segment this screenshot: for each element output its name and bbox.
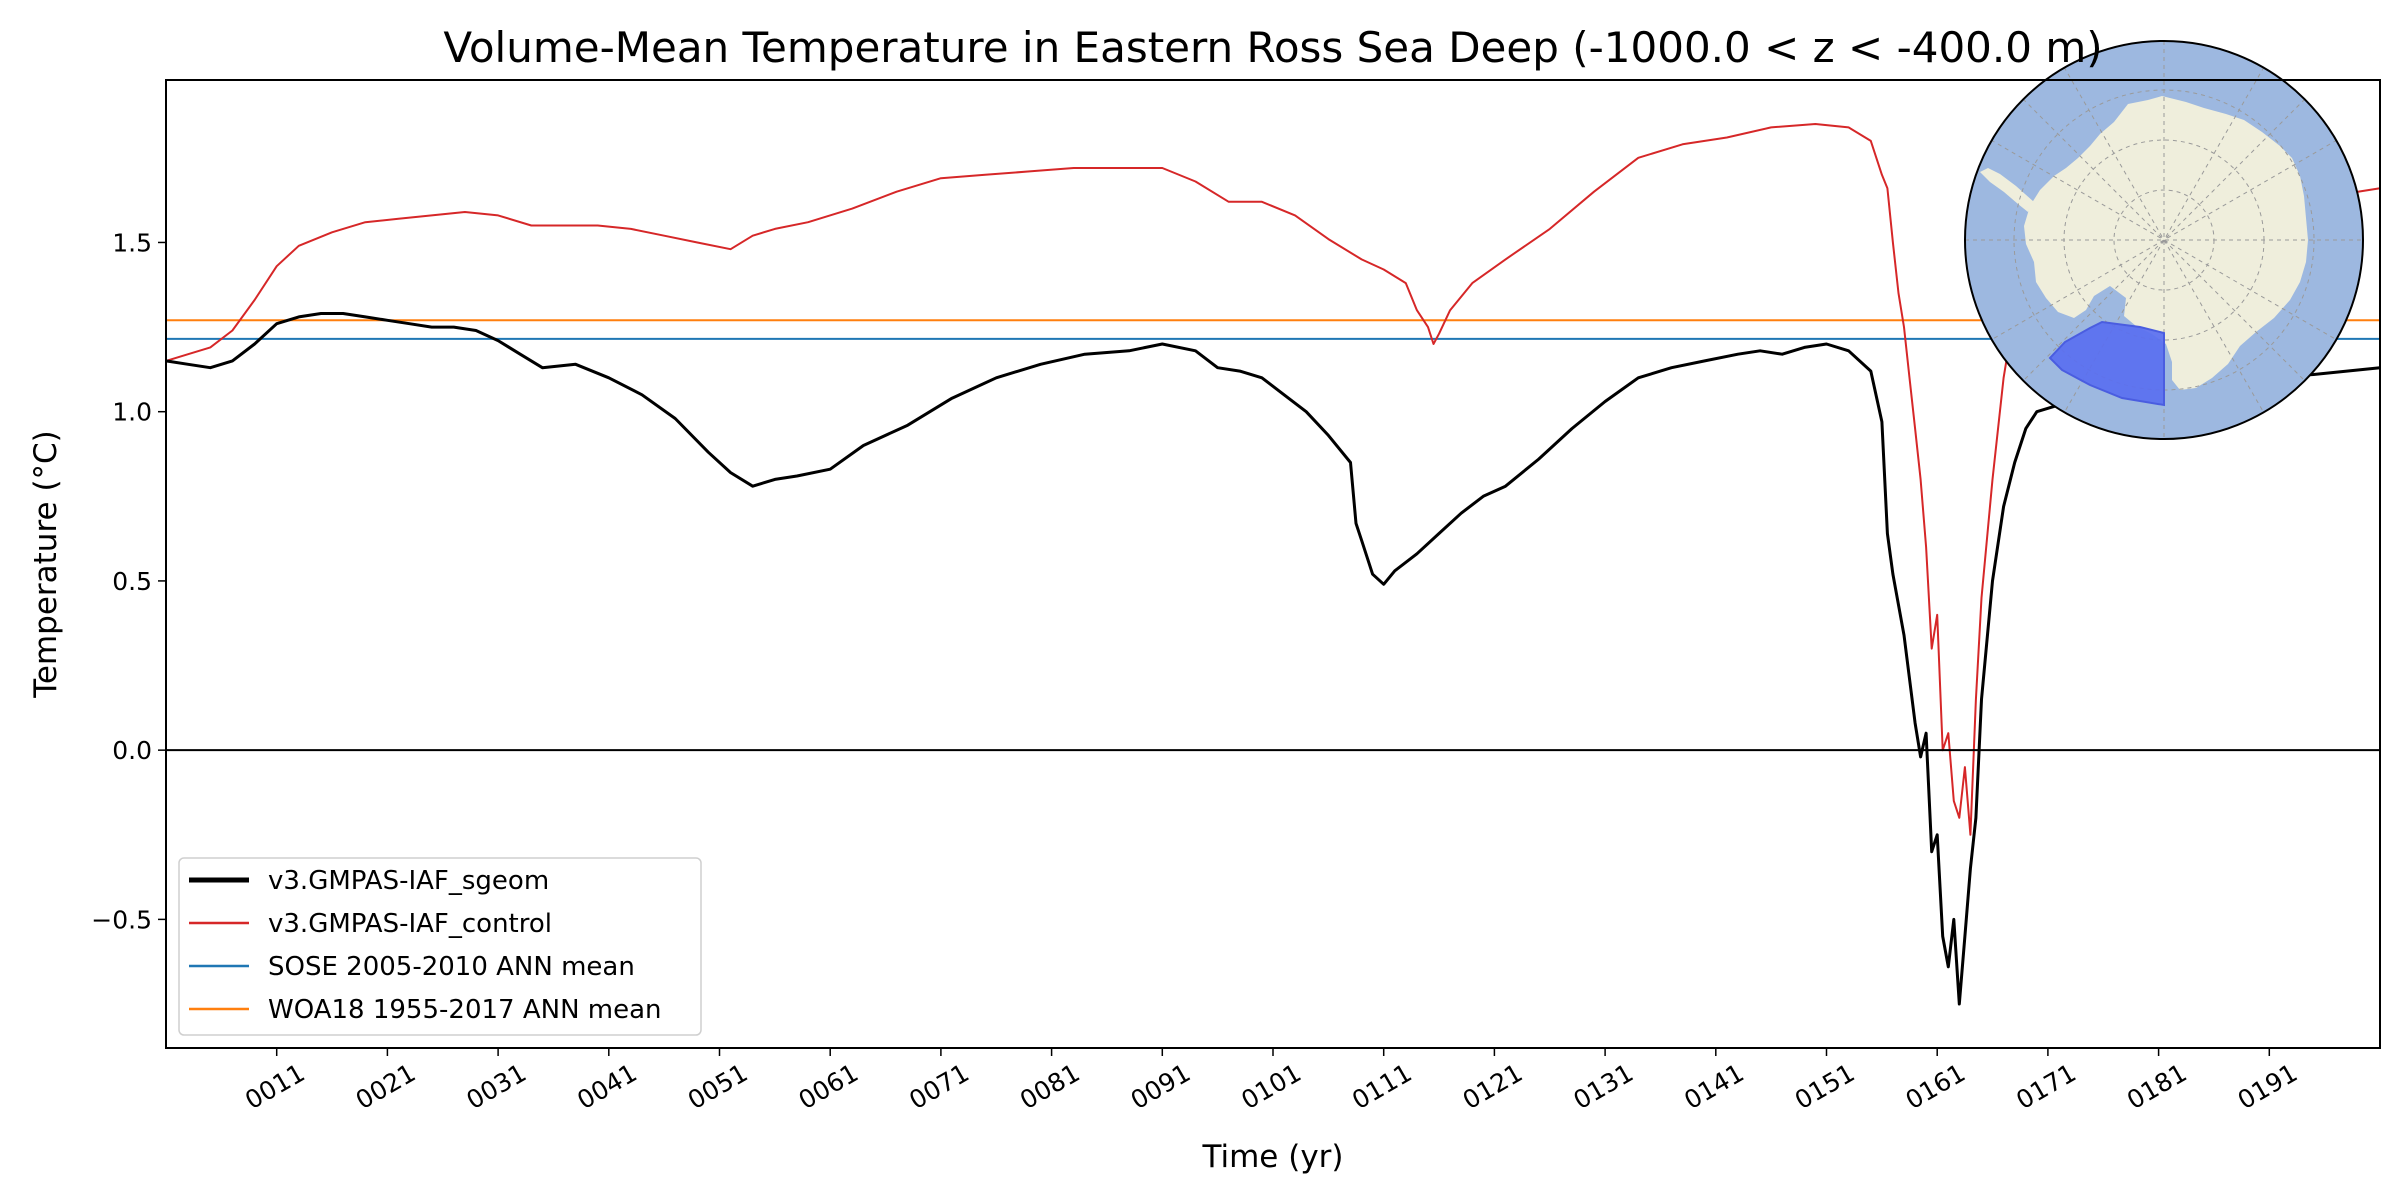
x-tick-label: 0051 (683, 1058, 753, 1115)
map-eastern-ross-sea-region (2048, 320, 2165, 407)
x-tick-label: 0061 (794, 1058, 864, 1115)
legend-label-woa18: WOA18 1955-2017 ANN mean (268, 995, 662, 1025)
x-tick-label: 0161 (1901, 1058, 1971, 1115)
x-tick-label: 0041 (572, 1058, 642, 1115)
map-border (1964, 40, 2364, 440)
x-tick-label: 0131 (1568, 1058, 1638, 1115)
y-tick-label: 1.5 (112, 228, 152, 257)
x-tick-label: 0031 (461, 1058, 531, 1115)
series-layer (165, 123, 2381, 1006)
x-tick-label: 0081 (1015, 1058, 1085, 1115)
x-axis-label: Time (yr) (1202, 1139, 1344, 1175)
y-tick-label: 0.5 (112, 567, 152, 596)
x-tick-label: 0171 (2011, 1058, 2081, 1115)
legend-label-sgeom: v3.GMPAS-IAF_sgeom (268, 866, 549, 896)
x-tick-label: 0141 (1679, 1058, 1749, 1115)
map-antarctic-peninsula (1980, 168, 2034, 212)
y-axis-label: Temperature (°C) (28, 430, 64, 699)
legend-label-control: v3.GMPAS-IAF_control (268, 909, 552, 939)
inset-map (1964, 40, 2364, 440)
x-tick-label: 0071 (904, 1058, 974, 1115)
x-tick-label: 0191 (2233, 1058, 2303, 1115)
x-tick-label: 0021 (351, 1058, 421, 1115)
legend-label-sose: SOSE 2005-2010 ANN mean (268, 952, 635, 982)
series-line-control (165, 123, 2381, 836)
legend: v3.GMPAS-IAF_sgeom v3.GMPAS-IAF_control … (178, 857, 702, 1036)
x-tick-label: 0011 (240, 1058, 310, 1115)
x-tick-label: 0091 (1126, 1058, 1196, 1115)
chart-title: Volume-Mean Temperature in Eastern Ross … (443, 23, 2102, 72)
x-tick-label: 0121 (1458, 1058, 1528, 1115)
y-tick-label: −0.5 (91, 905, 152, 934)
series-line-sgeom (165, 312, 2381, 1006)
x-tick-label: 0111 (1347, 1058, 1417, 1115)
y-tick-label: 0.0 (112, 736, 152, 765)
y-tick-label: 1.0 (112, 398, 152, 427)
x-tick-label: 0151 (1790, 1058, 1860, 1115)
legend-box (178, 857, 702, 1036)
x-tick-label: 0101 (1236, 1058, 1306, 1115)
x-tick-label: 0181 (2122, 1058, 2192, 1115)
